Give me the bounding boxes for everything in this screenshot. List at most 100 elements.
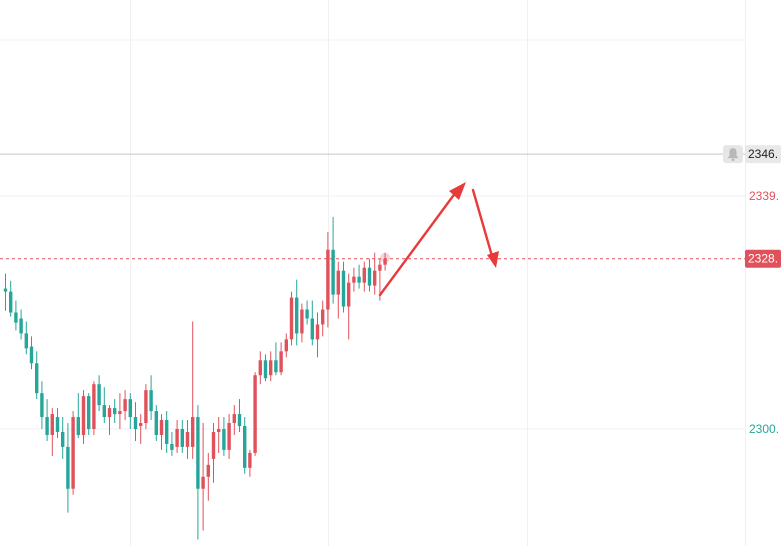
candle-body (331, 249, 335, 295)
candle (295, 279, 299, 346)
candle-body (19, 318, 23, 334)
candle (165, 411, 169, 453)
forecast-arrows (378, 182, 499, 297)
candle-body (295, 297, 299, 334)
candle-body (191, 417, 195, 447)
candle-body (185, 431, 190, 447)
candle (29, 336, 34, 370)
candle-body (50, 414, 54, 435)
candle-body (66, 446, 70, 489)
candle (35, 351, 39, 400)
candle (107, 405, 112, 435)
candle-body (71, 417, 75, 489)
candle (243, 417, 247, 474)
candle (66, 423, 70, 513)
candle (222, 417, 226, 456)
candle-body (367, 267, 372, 286)
candle (102, 387, 106, 424)
candle (201, 423, 205, 531)
candle-body (289, 297, 294, 340)
live-price-glow (380, 252, 391, 263)
candle (149, 375, 153, 421)
candle (3, 273, 8, 311)
candle (159, 414, 164, 450)
candle (326, 231, 330, 328)
candle (321, 300, 325, 337)
candle-body (263, 360, 268, 379)
candle-body (123, 399, 127, 412)
candle (315, 312, 320, 358)
candle-body (237, 414, 242, 427)
candle-body (196, 417, 200, 489)
candle-body (279, 351, 283, 373)
candle-body (274, 360, 278, 373)
candle-body (180, 429, 184, 447)
candle-body (45, 417, 49, 435)
candle (373, 252, 377, 295)
candle (269, 351, 273, 382)
candle (196, 405, 200, 540)
bell-icon (723, 145, 743, 164)
candle-body (102, 405, 106, 418)
arrow-up-line (378, 190, 458, 297)
current-price-label: 2328. (748, 252, 778, 266)
candle-body (227, 423, 231, 450)
candle-body (232, 414, 236, 424)
candle-body (40, 393, 44, 418)
candle (336, 261, 340, 319)
candle-body (248, 452, 252, 468)
candle-body (321, 309, 325, 325)
candle (227, 414, 231, 459)
candle (274, 342, 278, 376)
candle (248, 449, 252, 477)
axis-tick-label: 2339. (749, 189, 779, 203)
candle (206, 452, 210, 501)
candle (144, 384, 148, 429)
candle (341, 261, 346, 313)
candle-body (165, 420, 169, 444)
candle-body (258, 360, 262, 376)
candle (61, 417, 65, 459)
candle (170, 431, 174, 456)
candle (263, 354, 268, 382)
candle-body (253, 375, 257, 453)
candle-body (217, 429, 221, 432)
candle-body (97, 384, 101, 406)
candle (19, 309, 23, 340)
candle (232, 405, 236, 435)
candle (347, 273, 351, 340)
bell-icon-clapper (731, 158, 735, 162)
candle (14, 300, 18, 331)
candle-body (326, 249, 330, 310)
candle (154, 405, 158, 441)
candle-body (336, 270, 340, 295)
candle-body (133, 417, 138, 429)
candle-body (170, 443, 174, 450)
candle-body (55, 417, 60, 432)
candle-body (201, 476, 205, 489)
candle-body (76, 417, 80, 435)
candle-body (175, 429, 179, 447)
candle (362, 261, 366, 292)
candle-body (9, 291, 13, 313)
candle-body (29, 346, 34, 364)
candle-body (107, 408, 112, 418)
candle-body (269, 360, 273, 376)
candle (305, 300, 309, 325)
candle-body (310, 318, 314, 340)
candle-body (87, 396, 91, 429)
candle (284, 333, 288, 358)
candle-body (243, 426, 247, 468)
candle-body (315, 324, 320, 340)
candle (97, 375, 101, 412)
candle (258, 351, 262, 385)
candle-body (149, 390, 153, 412)
candle-body (347, 282, 351, 307)
candle (92, 381, 96, 435)
candle-body (92, 384, 96, 429)
candle-body (341, 270, 346, 307)
candle-body (357, 276, 361, 283)
candle-body (3, 288, 8, 292)
